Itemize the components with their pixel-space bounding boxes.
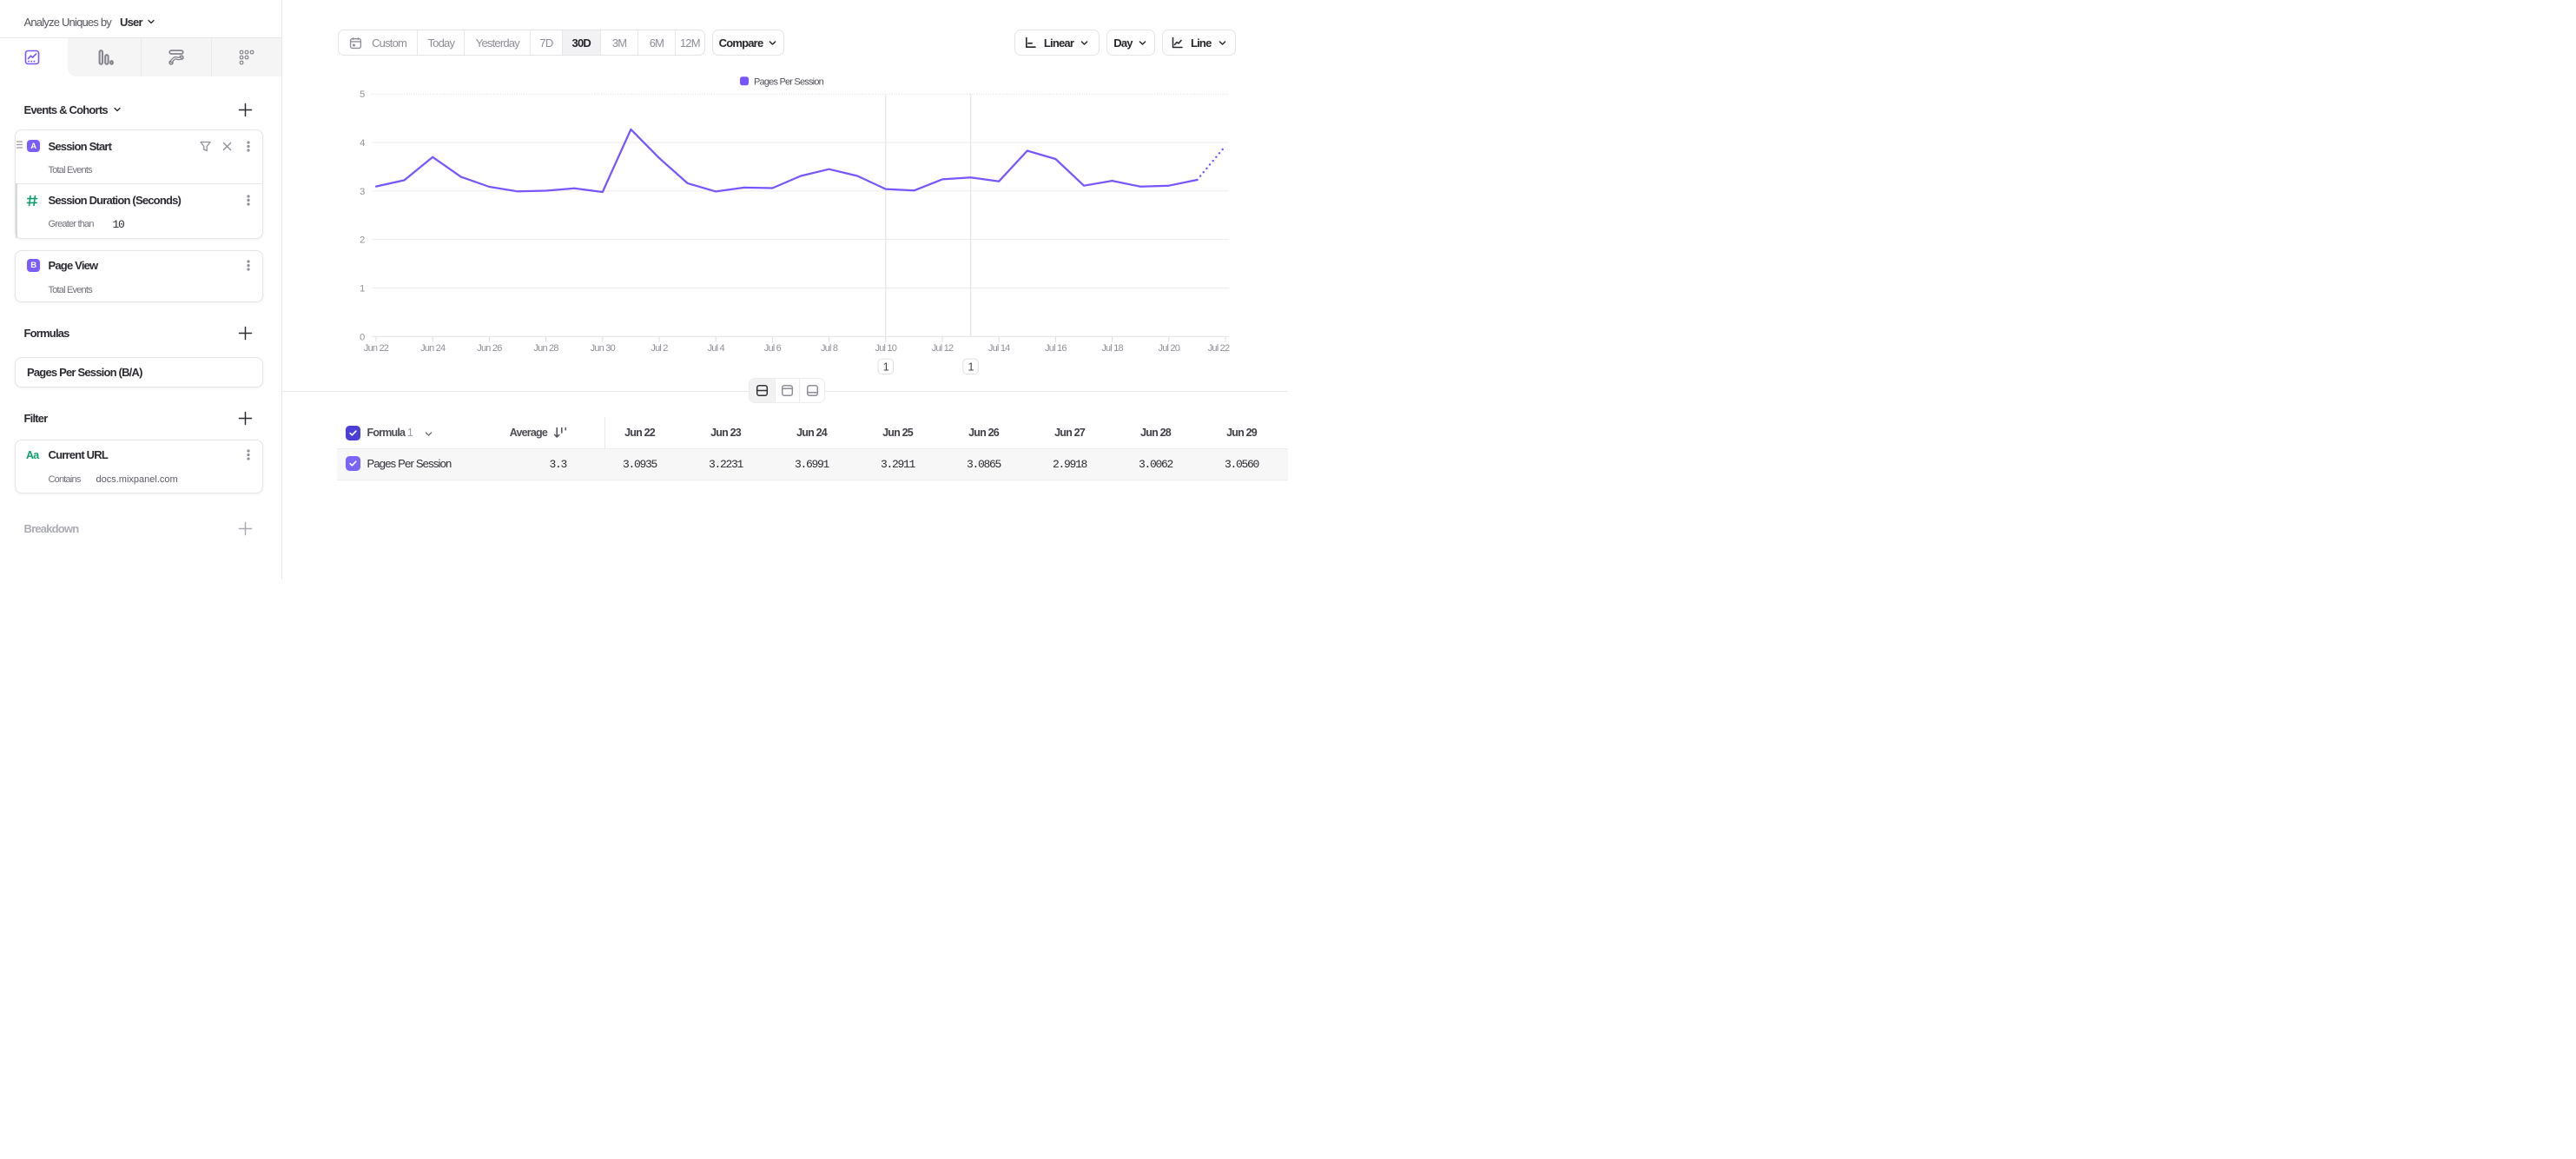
svg-text:1: 1: [360, 283, 365, 294]
svg-text:Jul 6: Jul 6: [764, 343, 782, 354]
svg-text:5: 5: [360, 89, 365, 100]
svg-text:Jul 4: Jul 4: [708, 343, 725, 354]
svg-text:Jul 2: Jul 2: [651, 343, 668, 354]
svg-text:Jul 16: Jul 16: [1045, 343, 1067, 354]
svg-text:Jul 10: Jul 10: [875, 343, 897, 354]
svg-text:0: 0: [360, 332, 365, 342]
svg-text:4: 4: [360, 138, 365, 149]
svg-text:Jun 26: Jun 26: [477, 343, 502, 354]
svg-text:Jun 22: Jun 22: [364, 343, 389, 354]
svg-text:3: 3: [360, 187, 365, 197]
svg-text:Jul 14: Jul 14: [988, 343, 1010, 354]
svg-text:1: 1: [968, 361, 974, 374]
svg-text:Jul 12: Jul 12: [932, 343, 954, 354]
svg-text:Jun 24: Jun 24: [420, 343, 446, 354]
svg-text:1: 1: [883, 361, 889, 374]
svg-text:Pages Per Session: Pages Per Session: [754, 76, 824, 87]
svg-text:Jul 8: Jul 8: [821, 343, 838, 354]
svg-text:2: 2: [360, 235, 365, 246]
svg-text:Jul 22: Jul 22: [1208, 343, 1230, 354]
svg-text:Jul 18: Jul 18: [1101, 343, 1123, 354]
svg-text:Jun 28: Jun 28: [533, 343, 558, 354]
svg-text:Jun 30: Jun 30: [591, 343, 616, 354]
svg-text:Jul 20: Jul 20: [1159, 343, 1180, 354]
